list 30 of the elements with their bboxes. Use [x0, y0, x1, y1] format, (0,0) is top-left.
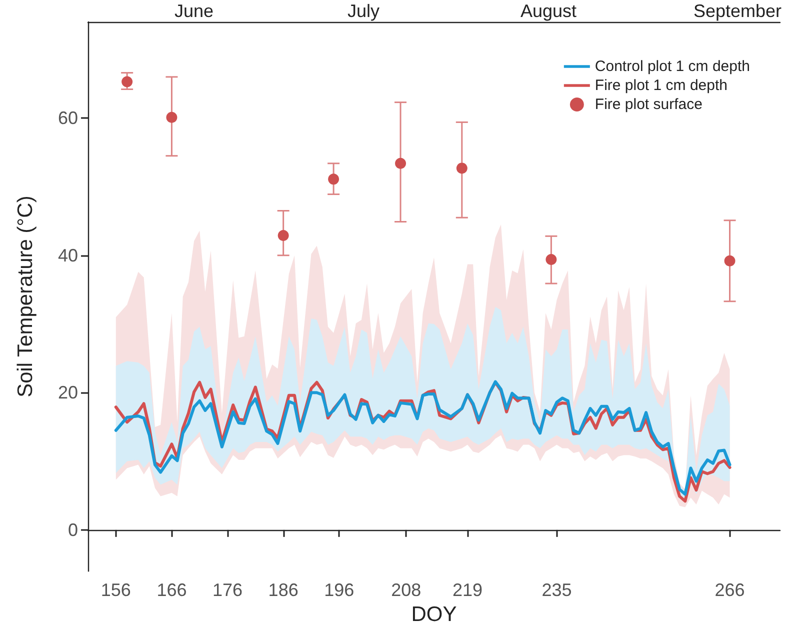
x-tick-label: 156	[100, 580, 131, 600]
x-tick-label: 208	[391, 580, 422, 600]
x-tick-label: 186	[268, 580, 298, 600]
text: July	[347, 1, 380, 21]
x-tick-label: 219	[452, 580, 483, 600]
point	[278, 230, 289, 241]
text: September	[693, 1, 782, 21]
legend-label: Fire plot surface	[594, 96, 702, 113]
point	[395, 158, 406, 169]
x-tick-label: 266	[714, 580, 745, 600]
y-tick-label: 40	[58, 245, 78, 266]
point	[122, 76, 133, 88]
x-tick-label: 196	[324, 580, 354, 600]
text: August	[520, 1, 577, 21]
x-tick-label: 235	[542, 580, 572, 600]
x-tick-label: 166	[156, 580, 187, 600]
point	[328, 174, 340, 185]
y-axis-title: Soil Temperature (°C)	[14, 196, 37, 398]
x-tick-label: 176	[212, 580, 243, 600]
y-tick-label: 20	[58, 382, 78, 403]
point	[166, 112, 178, 123]
point	[456, 162, 468, 174]
x-axis-title: DOY	[411, 603, 457, 626]
legend-label: Control plot 1 cm depth	[594, 58, 750, 75]
y-tick-label: 0	[68, 520, 78, 540]
text: June	[174, 1, 214, 21]
point	[546, 254, 557, 265]
legend-label: Fire plot 1 cm depth	[594, 77, 728, 94]
y-tick-label: 60	[58, 108, 78, 128]
point	[724, 255, 736, 266]
